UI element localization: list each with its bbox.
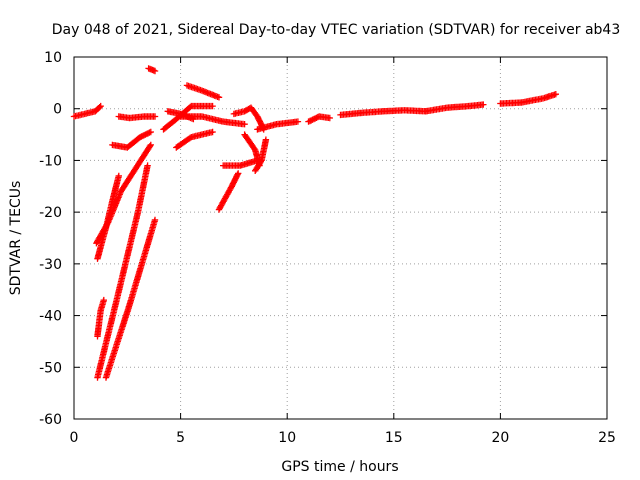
data-points [70, 65, 559, 381]
data-point [151, 67, 159, 75]
data-point [147, 128, 154, 136]
x-tick-label: 25 [598, 430, 616, 446]
data-point [262, 136, 270, 143]
x-axis-label: GPS time / hours [281, 459, 398, 475]
x-tick-label: 0 [70, 430, 79, 446]
data-point [552, 91, 559, 98]
y-axis-ticks: -60 -50 -40 -30 -20 -10 0 10 [39, 50, 607, 428]
y-tick-label: -20 [39, 205, 62, 221]
y-tick-label: -40 [39, 309, 62, 325]
y-tick-label: -50 [39, 360, 62, 376]
data-point [186, 134, 194, 142]
grid-lines [74, 57, 607, 419]
data-point [480, 101, 487, 108]
plot-frame [73, 56, 608, 420]
data-point [241, 121, 248, 128]
y-tick-label: -60 [39, 412, 62, 428]
data-point [294, 118, 302, 125]
data-point [147, 141, 154, 149]
y-tick-label: 0 [53, 102, 62, 118]
x-tick-label: 10 [278, 430, 296, 446]
x-axis-ticks: 0 5 10 15 20 25 [70, 57, 616, 446]
data-point [234, 171, 241, 178]
x-tick-label: 15 [385, 430, 403, 446]
data-point [100, 296, 107, 304]
data-point [326, 114, 333, 122]
data-point [209, 128, 216, 136]
data-point [151, 216, 159, 224]
y-tick-label: -10 [39, 153, 62, 169]
data-point [151, 113, 159, 120]
data-point [209, 102, 216, 110]
y-axis-label: SDTVAR / TECUs [8, 181, 24, 296]
y-tick-label: 10 [44, 50, 62, 66]
data-point [215, 94, 223, 101]
data-point [144, 162, 151, 169]
x-tick-label: 20 [491, 430, 509, 446]
y-tick-label: -30 [39, 257, 62, 273]
chart-title: Day 048 of 2021, Sidereal Day-to-day VTE… [52, 22, 621, 38]
data-point [235, 170, 242, 177]
data-point [146, 143, 154, 150]
x-tick-label: 5 [176, 430, 185, 446]
data-point [96, 104, 103, 111]
data-point [97, 102, 104, 110]
data-point [115, 172, 122, 180]
